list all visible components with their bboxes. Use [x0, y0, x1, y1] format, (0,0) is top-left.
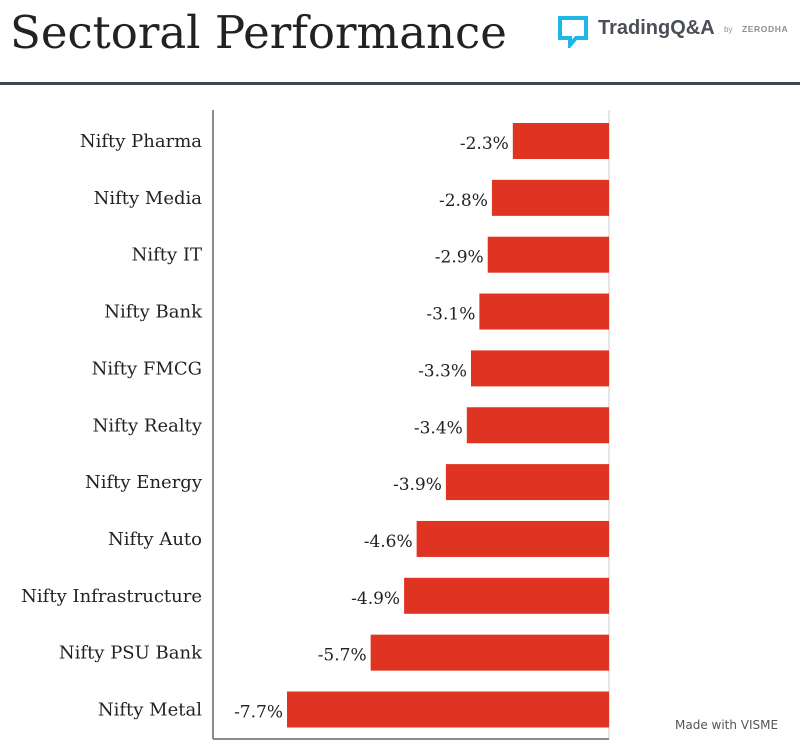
category-label: Nifty Metal: [98, 700, 202, 721]
page-title: Sectoral Performance: [10, 6, 507, 59]
bar[interactable]: [479, 293, 609, 330]
bar[interactable]: [287, 691, 609, 728]
category-label: Nifty PSU Bank: [59, 643, 203, 664]
data-label: -4.9%: [351, 589, 400, 609]
data-label: -2.3%: [460, 134, 509, 154]
bar[interactable]: [370, 634, 609, 671]
watermark: Made with VISME: [675, 718, 779, 732]
data-label: -7.7%: [234, 703, 283, 723]
data-label: -2.8%: [439, 191, 488, 211]
brand-logo[interactable]: TradingQ&A by ZERODHA: [558, 14, 794, 50]
category-label: Nifty Bank: [104, 302, 203, 323]
bar[interactable]: [404, 577, 609, 614]
category-label: Nifty IT: [132, 245, 202, 266]
brand-by: by: [724, 25, 733, 34]
category-label: Nifty Infrastructure: [21, 586, 202, 607]
data-label: -3.4%: [414, 418, 463, 438]
brand-name: TradingQ&A: [598, 17, 715, 39]
data-label: -3.9%: [393, 475, 442, 495]
category-label: Nifty Pharma: [80, 131, 202, 152]
bar[interactable]: [471, 350, 609, 387]
bar[interactable]: [416, 520, 609, 557]
bar[interactable]: [466, 407, 609, 444]
category-label: Nifty Realty: [93, 415, 203, 436]
brand-maker: ZERODHA: [742, 24, 789, 34]
category-label: Nifty FMCG: [92, 358, 202, 379]
bar[interactable]: [512, 123, 609, 159]
tradingqa-logo-icon: [558, 16, 588, 48]
bar[interactable]: [487, 236, 609, 273]
bar[interactable]: [491, 179, 609, 216]
data-label: -4.6%: [364, 532, 413, 552]
bar[interactable]: [445, 464, 609, 501]
category-label: Nifty Media: [94, 188, 203, 209]
data-label: -2.9%: [435, 248, 484, 268]
data-label: -3.3%: [418, 361, 467, 381]
category-label: Nifty Auto: [108, 529, 202, 550]
data-label: -3.1%: [426, 305, 475, 325]
data-label: -5.7%: [318, 646, 367, 666]
category-label: Nifty Energy: [85, 472, 203, 493]
header: Sectoral Performance TradingQ&A by ZEROD…: [0, 0, 800, 85]
